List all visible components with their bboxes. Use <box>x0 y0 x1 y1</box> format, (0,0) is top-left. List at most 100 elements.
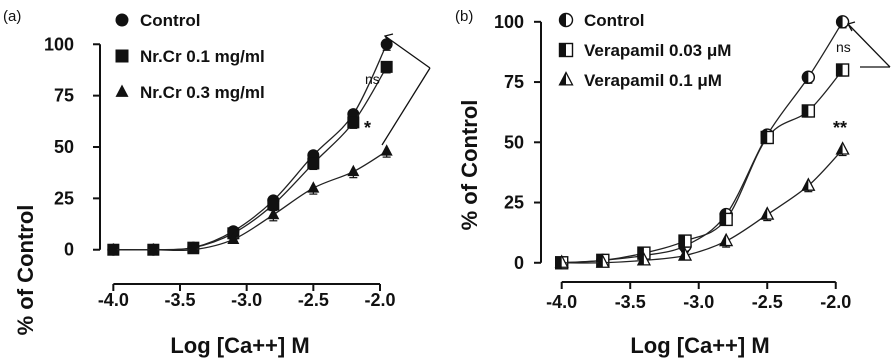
panel-a-series-2-point-shape <box>267 207 280 220</box>
panel-b-series-2-point-fill <box>720 234 727 246</box>
panel-b-series-2-point <box>801 177 816 191</box>
panel-b-y-tick-label: 50 <box>504 132 524 152</box>
panel-b-series-1-point-fill <box>761 131 768 144</box>
panel-b-legend-marker-2 <box>558 71 574 86</box>
panel-a-series-2-point <box>380 144 393 156</box>
panel-a-arrows <box>381 33 431 146</box>
panel-a-x-tick-label: -2.0 <box>364 290 395 310</box>
panel-a-series-1-point-shape <box>307 157 320 170</box>
panel-a-series-2-point <box>147 242 160 255</box>
panel-b-series-1-line <box>561 69 844 264</box>
panel-a-series-2-point <box>227 232 240 244</box>
panel-b-series-1-point-fill <box>679 235 686 248</box>
panel-a-series-2-point-shape <box>307 181 320 193</box>
panel-b: (b) % of Control Log [Ca++] M 0 25 50 75 100… <box>455 8 891 358</box>
panel-a-series-2-point <box>347 164 360 177</box>
panel-b-x-tick-label: -2.0 <box>820 292 851 312</box>
panel-a-series-2-point <box>307 181 320 193</box>
panel-b-x-tick-label: -3.5 <box>615 292 646 312</box>
panel-a-series-1-point-shape <box>380 60 393 73</box>
panel-a-x-axis-title: Log [Ca++] M <box>170 333 309 358</box>
panel-a-legend-marker-1-shape <box>115 49 129 63</box>
panel-a-series-1-point-shape <box>347 116 360 129</box>
panel-b-series-2-point <box>719 232 734 247</box>
panel-a-series-0-point <box>380 38 393 51</box>
panel-b-series-1-point-fill <box>836 64 843 77</box>
panel-a-series-2-point-shape <box>380 144 393 156</box>
panel-a-y-axis-title: % of Control <box>13 205 38 336</box>
panel-b-legend: Control Verapamil 0.03 μM Verapamil 0.1 μM <box>558 11 731 90</box>
panel-b-y-tick-label: 100 <box>494 12 524 32</box>
panel-a-x-tick-label: -3.0 <box>231 290 262 310</box>
panel-a-legend-marker-0-shape <box>115 13 129 27</box>
panel-a-series-2-point <box>107 242 120 255</box>
panel-b-series-2-point-fill <box>836 142 843 155</box>
panel-b-legend-marker-0-fill <box>559 13 566 27</box>
panel-b-series-2-point <box>677 247 693 261</box>
panel-b-legend-label-0: Control <box>584 11 644 30</box>
panel-b-x-tick-label: -4.0 <box>546 292 577 312</box>
panel-a-annotation-star: * <box>364 118 371 138</box>
panel-a-series-2-point <box>187 242 200 255</box>
panel-b-plot-area: 0 25 50 75 100 -4.0 -3.5 -3.0 -2.5 -2.0 <box>494 12 851 312</box>
panel-b-y-tick-label: 75 <box>504 72 524 92</box>
panel-a-series-0-point-shape <box>380 38 393 51</box>
panel-b-x-tick-label: -3.0 <box>683 292 714 312</box>
panel-b-series-2-point-fill <box>761 207 768 220</box>
panel-b-series-2-point-fill <box>596 255 603 268</box>
panel-a-legend-marker-2 <box>115 84 129 97</box>
panel-b-series-0-point-fill <box>802 71 809 84</box>
panel-b-legend-marker-1 <box>558 42 574 58</box>
panel-b-y-tick-label: 0 <box>514 253 524 273</box>
panel-b-series-1-point-fill <box>720 213 727 226</box>
panel-b-annotation-double-star: ** <box>833 118 847 138</box>
panel-b-series-1-point <box>760 130 774 145</box>
panel-a-series-2-point <box>267 207 280 220</box>
panel-a-series-2-point-shape <box>147 242 160 255</box>
panel-a-legend-marker-1 <box>115 49 129 63</box>
panel-b-series-1-point <box>801 104 816 118</box>
panel-b-legend-marker-1-fill <box>559 43 566 57</box>
panel-a-legend-label-1: Nr.Cr 0.1 mg/ml <box>140 47 265 66</box>
panel-a-legend-marker-0 <box>115 13 129 27</box>
panel-a-series-2-point-shape <box>187 242 200 255</box>
panel-a-y-tick-label: 0 <box>64 240 74 260</box>
panel-a-series-1-point-shape <box>267 198 280 211</box>
panel-b-series-2-point <box>636 252 651 266</box>
panel-a-y-tick-label: 100 <box>44 34 74 54</box>
panel-b-series-0-point-fill <box>836 15 843 28</box>
panel-a-series-2-point-shape <box>347 164 360 177</box>
panel-b-legend-marker-2-fill <box>559 72 566 85</box>
panel-a-series-0-line <box>113 43 388 251</box>
panel-b-series-2-point-fill <box>637 253 644 265</box>
panel-b-legend-label-2: Verapamil 0.1 μM <box>584 71 722 90</box>
panel-b-series-2-line <box>561 149 844 264</box>
panel-a-series-1-point <box>347 116 360 129</box>
panel-b-annotation-ns: ns <box>836 39 851 55</box>
panel-a-tag: (a) <box>3 8 21 25</box>
panel-a-legend: Control Nr.Cr 0.1 mg/ml Nr.Cr 0.3 mg/ml <box>115 11 265 102</box>
panel-b-series-2-point <box>595 254 610 268</box>
panel-b-tag: (b) <box>455 8 473 25</box>
panel-a-legend-label-0: Control <box>140 11 200 30</box>
panel-b-legend-marker-0 <box>558 12 574 28</box>
panel-a-series-1-point <box>307 157 320 170</box>
panel-a-series-2-point-shape <box>107 242 120 255</box>
panel-a-y-tick-label: 50 <box>54 137 74 157</box>
panel-a-annotation-ns: ns <box>365 71 380 87</box>
panel-a-x-tick-label: -2.5 <box>298 290 329 310</box>
panel-a-y-tick-label: 75 <box>54 86 74 106</box>
panel-b-legend-label-1: Verapamil 0.03 μM <box>584 41 731 60</box>
panel-b-series-0-point <box>835 15 850 29</box>
panel-a-plot-area: 0 25 50 75 100 -4.0 -3.5 -3.0 -2.5 -2.0 <box>44 34 396 310</box>
panel-b-series-2-point-fill <box>555 255 562 268</box>
panel-b-series-2-point <box>760 206 775 220</box>
panel-b-series-2-point <box>554 254 569 268</box>
panel-a-series-1-point <box>267 198 280 211</box>
panel-a: (a) % of Control Log [Ca++] M 0 25 50 75 100… <box>3 8 431 358</box>
panel-a-x-tick-label: -4.0 <box>98 290 129 310</box>
panel-b-series-2-point-fill <box>802 178 809 191</box>
panel-b-series-1-point <box>678 234 692 248</box>
panel-a-legend-marker-2-shape <box>115 84 129 97</box>
